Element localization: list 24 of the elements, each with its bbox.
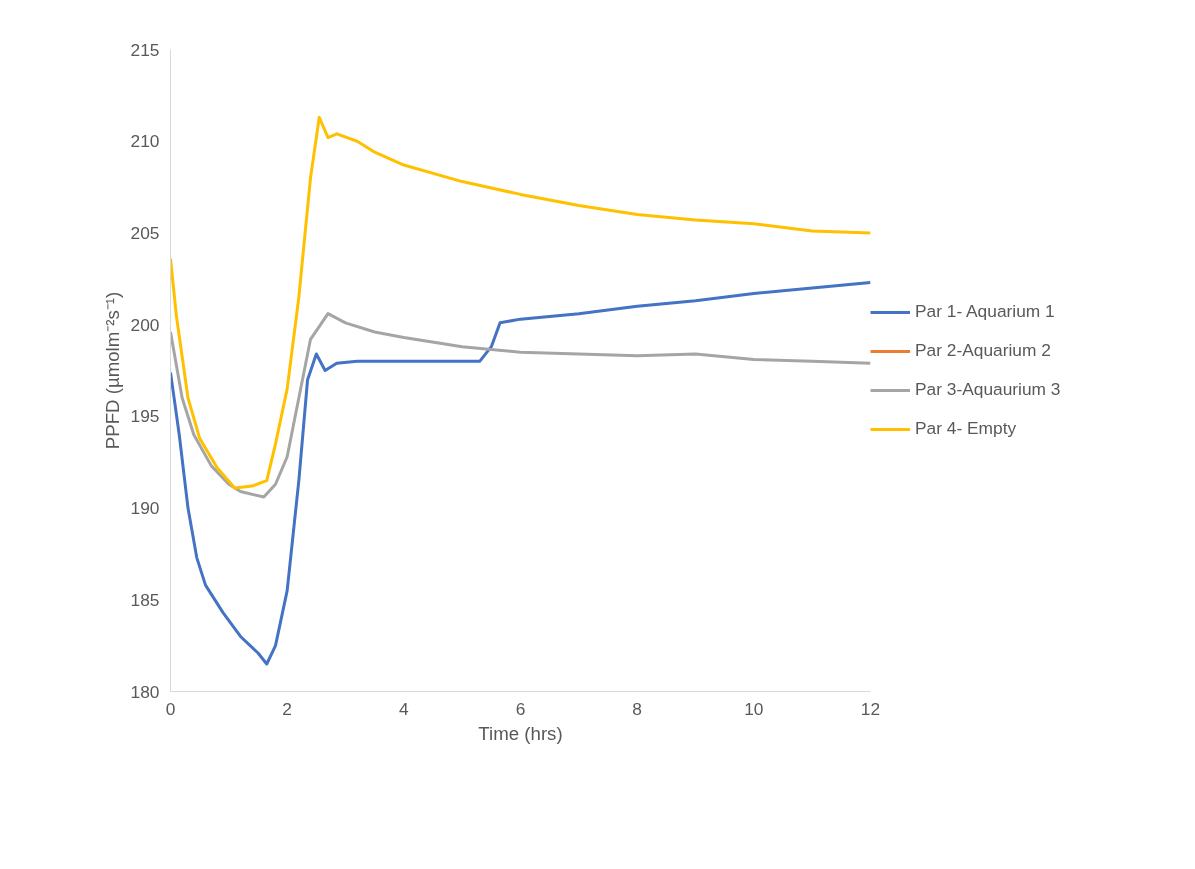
x-axis-title: Time (hrs) — [478, 722, 563, 744]
legend-label: Par 2-Aquarium 2 — [915, 340, 1051, 361]
line-series — [170, 115, 871, 490]
x-tick-label: 12 — [860, 698, 881, 719]
x-tick-label: 10 — [744, 698, 764, 719]
y-tick-label: 205 — [130, 222, 160, 243]
y-tick-label: 190 — [130, 498, 160, 519]
line-series — [170, 312, 871, 499]
legend-label: Par 1- Aquarium 1 — [915, 301, 1055, 322]
y-tick-label: 180 — [130, 681, 160, 702]
y-tick-label: 210 — [130, 131, 160, 152]
legend-label: Par 3-Aquaurium 3 — [915, 379, 1061, 400]
x-tick-label: 6 — [515, 698, 526, 719]
x-tick-label: 2 — [282, 698, 292, 719]
line-series — [170, 280, 871, 666]
legend-label: Par 4- Empty — [915, 418, 1017, 439]
x-tick-label: 0 — [165, 698, 176, 719]
y-tick-label: 195 — [130, 406, 160, 427]
x-tick-label: 4 — [399, 698, 410, 719]
y-tick-label: 200 — [130, 314, 160, 335]
x-tick-label: 8 — [632, 698, 642, 719]
y-tick-label: 185 — [130, 589, 160, 610]
y-axis-title: PPFD (µmolm⁻²s⁻¹) — [101, 291, 123, 450]
y-tick-label: 215 — [130, 39, 160, 60]
